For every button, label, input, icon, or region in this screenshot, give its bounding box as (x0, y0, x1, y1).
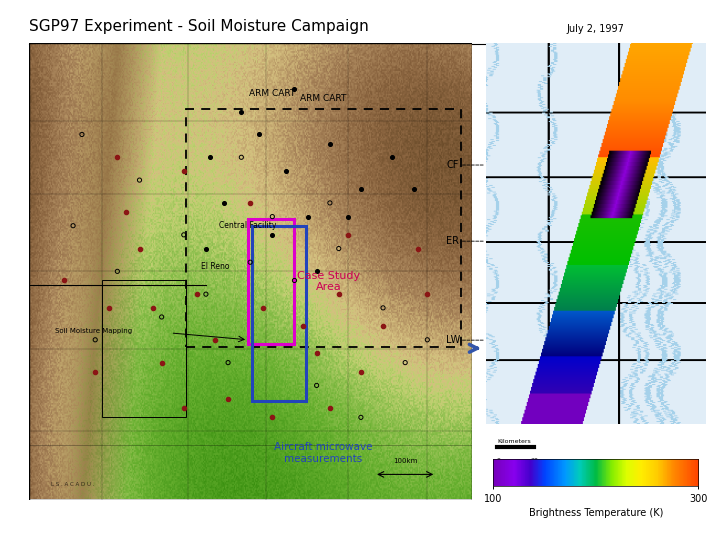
Point (266, 212, 278, 221)
Text: ARM CART: ARM CART (300, 93, 346, 103)
Point (209, 335, 220, 344)
Text: Soil Moisture Mapping: Soil Moisture Mapping (55, 328, 132, 334)
Point (112, 267, 123, 275)
Point (311, 267, 323, 275)
Point (324, 199, 336, 207)
Text: Aircraft microwave
measurements: Aircraft microwave measurements (274, 442, 372, 464)
Bar (253, 226, 305, 401)
Point (178, 231, 189, 239)
Point (76, 130, 88, 139)
Point (204, 153, 216, 161)
Point (413, 244, 424, 253)
Point (134, 244, 145, 253)
Point (147, 303, 158, 312)
Point (112, 153, 123, 161)
Point (89, 335, 101, 344)
Point (266, 231, 278, 239)
Text: Central Facility: Central Facility (219, 221, 276, 230)
Point (324, 139, 336, 148)
Point (200, 290, 212, 299)
Point (245, 199, 256, 207)
Text: ER: ER (446, 236, 459, 246)
Point (156, 313, 168, 321)
Point (289, 276, 300, 285)
Text: July 2, 1997: July 2, 1997 (567, 24, 625, 33)
Point (355, 185, 366, 193)
Point (422, 335, 433, 344)
Text: El Reno: El Reno (202, 262, 230, 271)
Text: L S . A C A D U .: L S . A C A D U . (51, 482, 94, 487)
Bar (186, 110, 461, 347)
Point (103, 303, 114, 312)
Point (120, 208, 132, 217)
Point (156, 359, 168, 367)
Point (355, 413, 366, 422)
Bar (102, 280, 186, 417)
Point (218, 199, 230, 207)
Point (266, 413, 278, 422)
Point (342, 212, 354, 221)
Point (377, 322, 389, 330)
X-axis label: Brightness Temperature (K): Brightness Temperature (K) (528, 508, 663, 518)
Text: ARM CART: ARM CART (249, 89, 295, 98)
Point (355, 367, 366, 376)
Point (302, 212, 313, 221)
Point (222, 359, 234, 367)
Point (311, 349, 323, 358)
Bar (248, 219, 294, 345)
Text: LW: LW (446, 335, 461, 345)
Point (333, 290, 345, 299)
Point (89, 367, 101, 376)
Point (342, 231, 354, 239)
Point (289, 85, 300, 93)
Point (192, 290, 203, 299)
Point (58, 276, 70, 285)
Point (297, 322, 309, 330)
Text: 30: 30 (531, 458, 539, 463)
Point (333, 244, 345, 253)
Point (134, 176, 145, 185)
Point (235, 153, 247, 161)
Point (280, 167, 292, 176)
Point (253, 130, 265, 139)
Point (386, 153, 397, 161)
Point (408, 185, 420, 193)
Text: CF: CF (446, 160, 459, 170)
Point (178, 167, 189, 176)
Point (222, 395, 234, 403)
Point (422, 290, 433, 299)
Text: 100km: 100km (393, 458, 418, 464)
Point (400, 359, 411, 367)
Point (235, 107, 247, 116)
Text: Kilometers: Kilometers (497, 439, 531, 444)
Point (311, 381, 323, 390)
Text: SGP97 Experiment - Soil Moisture Campaign: SGP97 Experiment - Soil Moisture Campaig… (29, 19, 369, 34)
Point (68, 221, 79, 230)
Text: 0: 0 (497, 458, 501, 463)
Point (324, 404, 336, 413)
Text: Case Study
Area: Case Study Area (297, 271, 360, 293)
Point (377, 303, 389, 312)
Point (178, 404, 189, 413)
Point (200, 244, 212, 253)
Point (245, 258, 256, 267)
Point (258, 303, 269, 312)
